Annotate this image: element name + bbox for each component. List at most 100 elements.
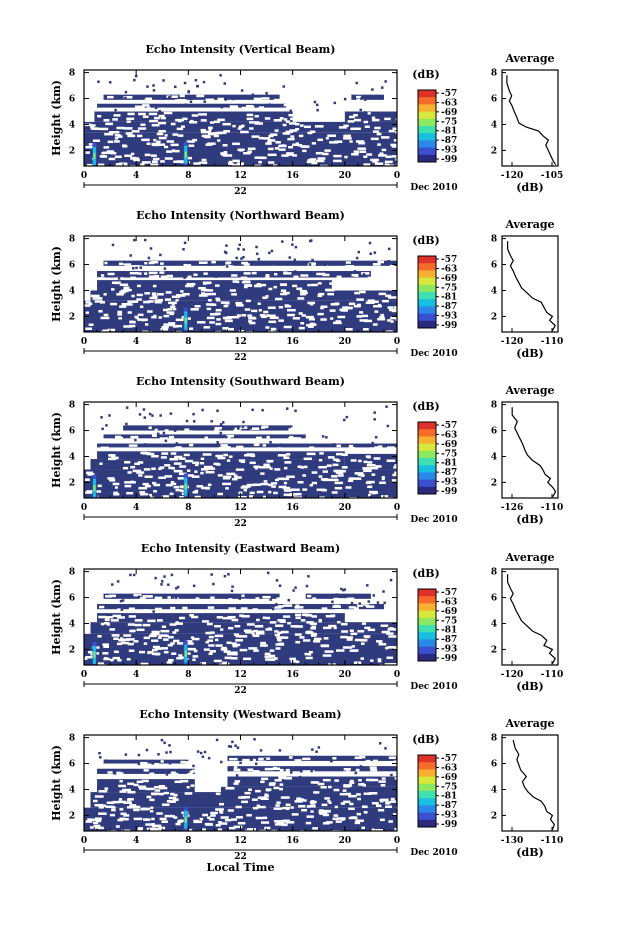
echo-gap: [379, 316, 385, 319]
echo-gap: [112, 118, 118, 121]
echo-speck: [97, 80, 100, 83]
echo-gap: [110, 151, 117, 155]
echo-gap: [290, 117, 294, 121]
colorbar-swatch: [418, 632, 436, 640]
echo-gap: [252, 806, 259, 810]
echo-gap: [243, 272, 251, 275]
y-tick-label: 4: [69, 120, 75, 130]
echo-speck: [156, 432, 160, 436]
colorbar-tick-label: -87: [441, 635, 457, 645]
echo-speck: [274, 603, 278, 606]
echo-gap: [240, 130, 249, 134]
echo-gap: [394, 777, 397, 780]
echo-speck: [270, 249, 274, 253]
echo-gap: [173, 149, 180, 153]
echo-gap: [117, 310, 123, 314]
echo-gap: [256, 804, 260, 808]
echo-gap: [205, 631, 213, 635]
echo-gap: [228, 626, 234, 630]
echo-gap: [383, 163, 389, 166]
x-tick-label: 0: [394, 670, 400, 680]
echo-gap: [245, 829, 249, 831]
average-y-tick-label: 2: [491, 146, 497, 156]
echo-gap: [269, 658, 275, 661]
echo-gap: [255, 789, 261, 793]
echo-gap: [240, 124, 245, 128]
echo-layer: [90, 290, 397, 301]
echo-gap: [255, 597, 260, 600]
colorbar-swatch: [418, 610, 436, 619]
echo-speck: [121, 599, 125, 602]
echo-gap: [172, 307, 177, 311]
echo-gap: [297, 297, 305, 300]
echo-gap: [318, 465, 327, 469]
echo-gap: [133, 817, 143, 821]
echo-gap: [396, 484, 397, 487]
echo-gap: [124, 154, 132, 158]
echo-gap: [162, 638, 169, 641]
echo-gap: [219, 822, 228, 825]
colorbar-swatch: [418, 306, 436, 315]
echo-gap: [204, 292, 212, 296]
echo-gap: [104, 261, 108, 265]
echo-gap: [232, 159, 240, 163]
y-tick-label: 2: [69, 645, 75, 655]
echo-speck: [175, 442, 179, 445]
average-y-tick-label: 8: [491, 401, 497, 411]
echo-gap: [387, 306, 394, 309]
echo-gap: [330, 478, 339, 482]
echo-gap: [324, 265, 328, 268]
x-tick-label: 4: [133, 670, 139, 680]
y-tick-label: 8: [69, 235, 75, 245]
echo-speck: [125, 406, 129, 409]
echo-gap: [234, 163, 244, 166]
echo-speck: [271, 607, 275, 611]
echo-gap: [84, 304, 91, 307]
echo-gap: [356, 604, 364, 607]
echo-gap: [177, 820, 183, 823]
colorbar-unit: (dB): [412, 234, 439, 247]
chart-title: Echo Intensity (Vertical Beam): [145, 43, 335, 56]
average-x-axis-label: (dB): [516, 680, 543, 693]
echo-speck: [105, 759, 108, 762]
echo-gap: [226, 641, 232, 645]
average-x-tick-label: -110: [541, 836, 564, 846]
beam-panel-2: Echo Intensity (Southward Beam)0 4 8 12 16 20…: [50, 375, 563, 529]
colorbar-unit: (dB): [412, 400, 439, 413]
echo-gap: [240, 486, 249, 489]
echo-gap: [285, 803, 291, 807]
echo-gap: [340, 802, 346, 805]
echo-gap: [100, 622, 105, 626]
echo-gap: [249, 461, 256, 465]
echo-gap: [355, 768, 360, 772]
echo-gap: [93, 824, 101, 828]
echo-gap: [396, 457, 397, 460]
echo-speck: [163, 575, 166, 578]
echo-speck: [263, 757, 267, 761]
echo-gap: [144, 261, 148, 265]
echo-speck: [182, 248, 185, 251]
echo-gap: [348, 444, 354, 448]
echo-gap: [208, 652, 213, 655]
echo-gap: [360, 99, 366, 103]
echo-speck: [119, 599, 123, 603]
average-frame: [501, 734, 559, 832]
echo-gap: [274, 147, 280, 150]
echo-gap: [168, 435, 175, 439]
echo-gap: [137, 313, 144, 317]
echo-gap: [378, 642, 387, 646]
echo-gap: [159, 132, 164, 136]
echo-gap: [211, 260, 216, 264]
echo-gap: [210, 596, 215, 599]
echo-gap: [93, 799, 98, 803]
x-tick-label: 0: [394, 503, 400, 513]
echo-gap: [234, 476, 242, 479]
echo-gap: [302, 488, 308, 491]
echo-gap: [207, 816, 211, 819]
echo-gap: [138, 474, 143, 477]
echo-speck: [238, 597, 242, 600]
echo-gap: [152, 157, 160, 161]
echo-gap: [363, 469, 372, 473]
echo-gap: [283, 493, 287, 496]
echo-gap: [170, 305, 176, 309]
